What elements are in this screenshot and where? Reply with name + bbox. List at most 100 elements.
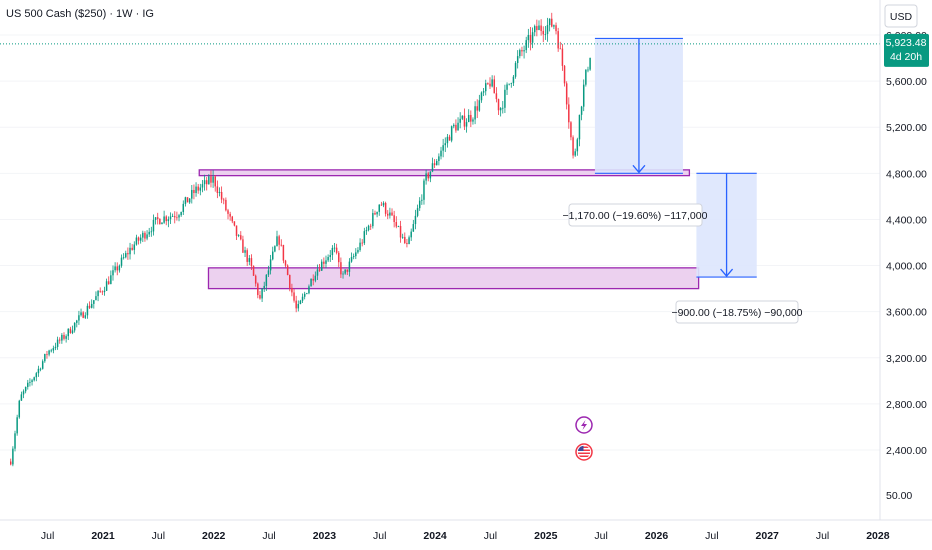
candle-body [161, 222, 163, 225]
candle-body [93, 300, 95, 304]
candle-body [163, 216, 165, 223]
candle-body [502, 107, 504, 109]
candle-body [404, 236, 406, 243]
candle-body [504, 89, 506, 108]
candle-body [12, 448, 14, 465]
candle-body [363, 231, 366, 244]
candle-body [295, 300, 297, 309]
candle-body [335, 247, 338, 253]
time-axis[interactable]: Jul 2021 Jul 2022 Jul 2023 Jul 2024 Jul 2025 Jul 20… [41, 530, 890, 542]
candle-body [120, 257, 123, 266]
y-tick-label: 5,200.00 [886, 122, 927, 134]
candle-body [135, 237, 138, 245]
currency-button[interactable]: USD [884, 4, 918, 28]
candle-body [367, 225, 370, 231]
candle-body [101, 291, 104, 293]
candle-body [580, 106, 583, 115]
candle-body [380, 204, 383, 206]
candle-body [570, 122, 572, 138]
candle-body [521, 50, 523, 52]
candle-body [276, 236, 278, 247]
candle-body [169, 216, 172, 220]
candle-body [18, 400, 21, 418]
candle-body [525, 40, 527, 51]
candle-body [284, 260, 287, 266]
candle-body [244, 250, 246, 253]
candle-body [463, 115, 466, 127]
candle-body [274, 246, 276, 252]
candle-body [578, 114, 581, 140]
currency-button-label: USD [890, 11, 913, 23]
bar-countdown: 4d 20h [890, 51, 922, 63]
candle-body [182, 203, 185, 213]
candle-body [536, 26, 538, 31]
candle-body [180, 212, 182, 216]
candle-body [369, 225, 372, 227]
candle-body [442, 145, 444, 151]
candle-body [493, 79, 496, 94]
us-flag-icon[interactable] [575, 443, 593, 461]
candle-body [129, 247, 131, 255]
y-tick-label: 4,800.00 [886, 168, 927, 180]
x-tick-label: Jul [484, 530, 497, 542]
candle-body [484, 83, 487, 92]
candle-body [82, 312, 84, 318]
candle-body [429, 171, 432, 179]
candle-body [384, 202, 387, 214]
candle-body [297, 303, 300, 309]
candle-body [561, 48, 564, 66]
candle-body [538, 25, 540, 31]
price-axis[interactable]: 6,000.005,600.005,200.004,800.004,400.00… [886, 30, 927, 502]
candle-body [199, 187, 202, 191]
candle-body [250, 258, 253, 266]
candle-body [412, 224, 415, 232]
candle-body [425, 173, 427, 181]
candle-body [33, 377, 35, 381]
candle-body [350, 257, 353, 262]
candle-body [165, 216, 167, 222]
candle-body [433, 163, 436, 166]
candle-body [286, 265, 289, 275]
y-tick-label: 4,400.00 [886, 214, 927, 226]
candle-body [259, 295, 261, 299]
candle-body [88, 305, 91, 308]
candle-body [372, 213, 374, 227]
lightning-icon[interactable] [575, 416, 593, 434]
candle-body [69, 328, 72, 334]
measure-1-label-text: −1,170.00 (−19.60%) −117,000 [563, 210, 708, 222]
candle-body [506, 84, 508, 90]
candle-body [557, 31, 559, 49]
candle-body [382, 202, 385, 206]
candle-body [252, 265, 255, 276]
candle-body [240, 235, 242, 240]
candle-body [195, 186, 197, 194]
candle-body [519, 50, 521, 57]
candle-body [401, 236, 404, 238]
candle-body [465, 122, 468, 127]
candle-body [76, 320, 78, 323]
x-tick-label: Jul [152, 530, 165, 542]
candle-body [216, 186, 219, 193]
candle-body [427, 173, 429, 179]
candle-body [446, 136, 449, 144]
candle-body [116, 266, 118, 271]
lower-support-zone[interactable] [207, 267, 700, 290]
candle-body [489, 83, 491, 87]
candle-body [188, 198, 191, 203]
candle-body [365, 230, 368, 232]
candle-body [154, 217, 157, 220]
candle-body [306, 293, 308, 295]
candle-body [450, 126, 453, 141]
candle-body [110, 275, 112, 285]
candle-body [342, 273, 344, 275]
measure-1-arrow-head [632, 164, 646, 174]
candle-body [39, 368, 42, 370]
candle-body [542, 30, 544, 35]
candle-body [20, 394, 23, 401]
candle-body [376, 211, 378, 215]
upper-support-zone[interactable] [198, 169, 691, 177]
candle-body [73, 322, 76, 331]
candle-body [431, 163, 434, 172]
candle-body [24, 386, 27, 392]
